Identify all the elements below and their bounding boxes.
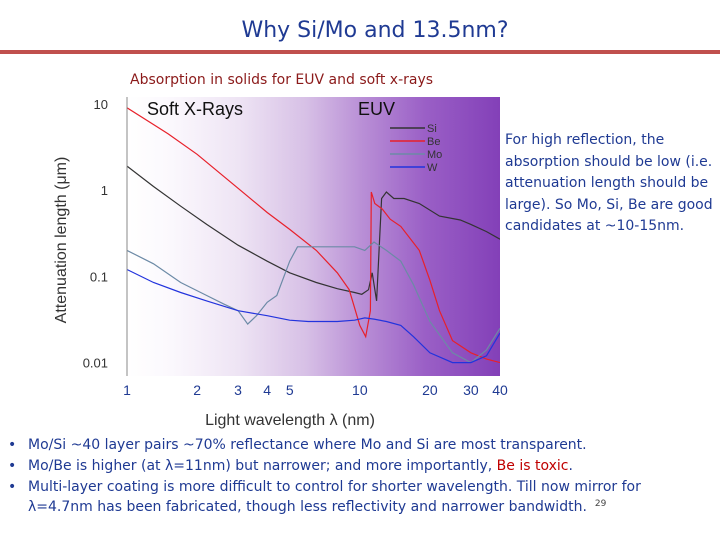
x-tick-label: 10: [352, 382, 368, 398]
y-tick-label: 0.1: [90, 269, 108, 284]
y-tick-label: 1: [101, 183, 108, 198]
x-tick-labels: 1 2 3 4 5 10 20 30 40: [123, 382, 508, 398]
bullet-text-mobe-end: .: [568, 458, 573, 474]
legend-label-si: Si: [427, 123, 437, 135]
bullet-list: • Mo/Si ~40 layer pairs ~70% reflectance…: [8, 435, 708, 520]
y-axis-label: Attenuation length (μm): [53, 157, 70, 324]
y-tick-labels: 0.01 0.1 1 10: [83, 97, 108, 371]
y-tick-label: 0.01: [83, 356, 108, 371]
curves-group: [127, 107, 500, 364]
plot-background: [127, 97, 500, 376]
region-label-soft-xrays: Soft X-Rays: [147, 99, 243, 119]
bullet-text-mosi: Mo/Si ~40 layer pairs ~70% reflectance w…: [28, 437, 587, 453]
page-number: 29: [594, 499, 607, 509]
series-line-w: [127, 268, 500, 364]
x-tick-label: 20: [422, 382, 438, 398]
legend-label-be: Be: [427, 136, 440, 148]
x-tick-label: 5: [286, 382, 294, 398]
series-line-be: [127, 107, 500, 364]
bullet-text-multilayer: Multi-layer coating is more difficult to…: [28, 479, 641, 515]
figure-caption: Absorption in solids for EUV and soft x-…: [130, 72, 434, 88]
bullet-marker: •: [8, 437, 17, 453]
bullet-text-mobe: Mo/Be is higher (at λ=11nm) but narrower…: [28, 458, 497, 474]
legend-label-w: W: [427, 162, 438, 174]
series-line-mo: [127, 241, 500, 364]
x-tick-label: 40: [492, 382, 508, 398]
bullet-item: • Multi-layer coating is more difficult …: [8, 477, 708, 519]
x-tick-label: 2: [193, 382, 201, 398]
toxic-warning: Be is toxic: [496, 458, 569, 474]
x-axis-label: Light wavelength λ (nm): [205, 412, 375, 429]
x-tick-label: 4: [263, 382, 271, 398]
legend-label-mo: Mo: [427, 149, 442, 161]
y-tick-label: 10: [94, 97, 108, 112]
x-tick-label: 1: [123, 382, 131, 398]
bullet-marker: •: [8, 479, 17, 495]
x-tick-label: 3: [234, 382, 242, 398]
bullet-item: • Mo/Si ~40 layer pairs ~70% reflectance…: [8, 435, 708, 455]
bullet-marker: •: [8, 458, 17, 474]
region-label-euv: EUV: [358, 99, 395, 119]
slide-title: Why Si/Mo and 13.5nm?: [241, 18, 509, 43]
x-tick-label: 30: [463, 382, 479, 398]
side-explanation: For high reflection, the absorption shou…: [505, 132, 713, 234]
bullet-item: • Mo/Be is higher (at λ=11nm) but narrow…: [8, 456, 708, 476]
title-divider: [0, 50, 720, 54]
